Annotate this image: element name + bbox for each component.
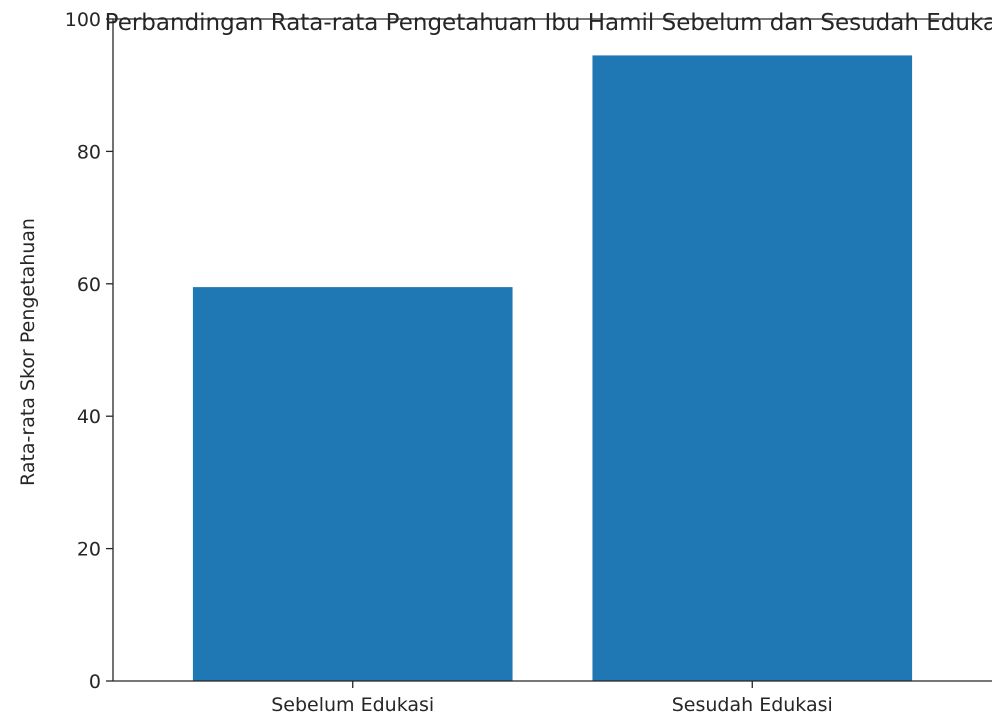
y-tick-label: 20 <box>77 539 101 561</box>
x-tick-label: Sebelum Edukasi <box>271 694 434 716</box>
y-tick-label: 60 <box>77 274 101 296</box>
y-axis-label: Rata-rata Skor Pengetahuan <box>17 218 39 486</box>
bar-sesudah-edukasi <box>592 55 913 682</box>
chart-title: Perbandingan Rata-rata Pengetahuan Ibu H… <box>105 10 992 36</box>
y-tick-label: 80 <box>77 141 101 163</box>
y-tick-label: 0 <box>89 671 101 693</box>
y-tick-label: 40 <box>77 406 101 428</box>
x-tick-label: Sesudah Edukasi <box>672 694 833 716</box>
bar-sebelum-edukasi <box>192 287 513 681</box>
plot-area: 0 20 40 60 80 100 Sebelum Edukasi Sesudah Eduka… <box>65 9 992 716</box>
y-tick-label: 100 <box>65 9 101 31</box>
